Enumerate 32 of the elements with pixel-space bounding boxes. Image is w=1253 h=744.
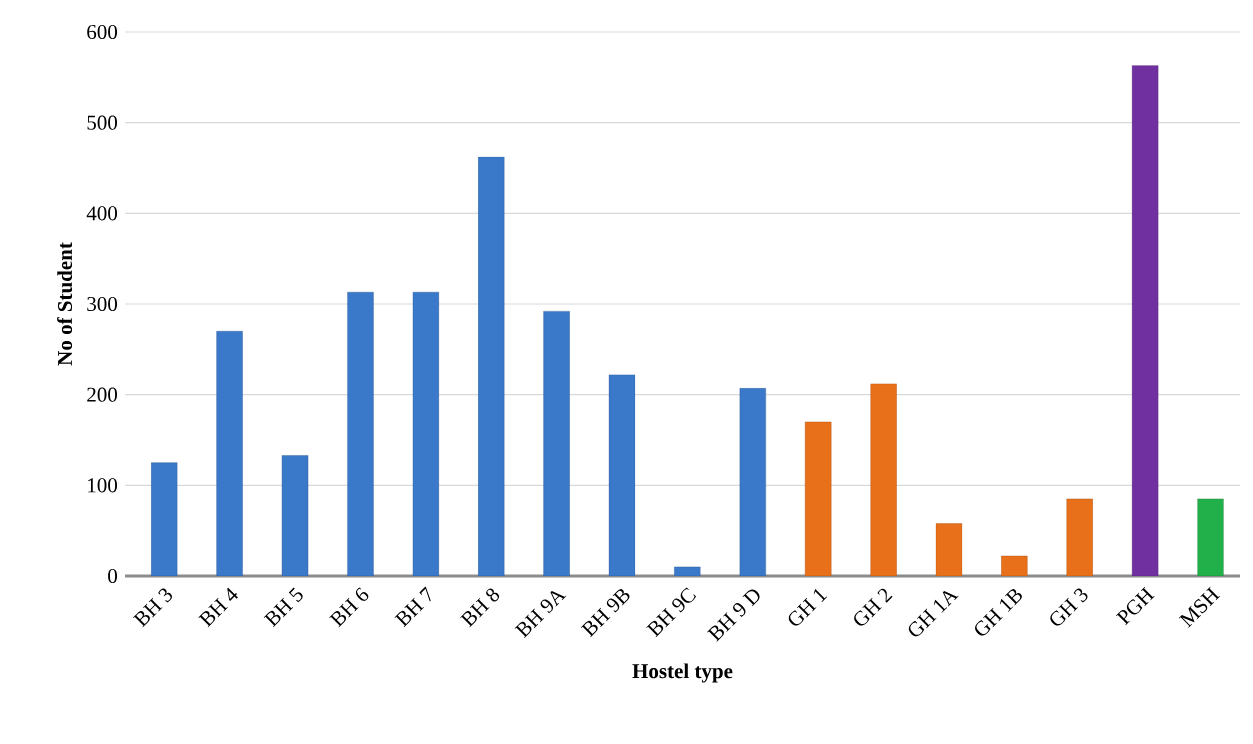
- x-tick-label: BH 9 D: [707, 589, 760, 642]
- bar: [870, 383, 897, 576]
- y-axis-title: No of Student: [57, 242, 73, 366]
- x-tick-label: BH 9B: [580, 589, 630, 638]
- y-tick-label: 300: [87, 296, 118, 312]
- x-tick-label: BH 5: [263, 587, 303, 628]
- y-tick-label: 400: [86, 206, 118, 221]
- x-tick-label: GH 2: [854, 588, 893, 626]
- x-axis-title: Hostel type: [632, 663, 733, 683]
- x-tick-label: BH 9A: [514, 591, 567, 639]
- bar: [151, 462, 178, 576]
- bar: [608, 374, 636, 576]
- x-tick-label: BH 7: [394, 586, 431, 628]
- x-tick-label: BH 4: [198, 587, 238, 628]
- x-tick-label: GH 3: [1050, 588, 1088, 626]
- bar: [478, 156, 505, 576]
- x-tick-label: GH 1A: [908, 591, 959, 637]
- x-tick-label: GH 1: [788, 589, 828, 626]
- x-tick-label: BH 9C: [646, 587, 697, 638]
- y-tick-label: 500: [87, 115, 118, 130]
- y-tick-label: 600: [87, 24, 118, 40]
- y-tick-label: 100: [88, 478, 118, 493]
- bar: [935, 523, 963, 576]
- x-tick-label: BH 8: [460, 588, 500, 628]
- bar: [1001, 555, 1028, 576]
- x-tick-label: BH 3: [133, 588, 173, 628]
- bar: [674, 566, 701, 576]
- y-tick-label: 0: [108, 568, 118, 584]
- y-tick-label: 200: [87, 387, 118, 402]
- x-tick-label: BH 6: [329, 587, 369, 628]
- x-tick-label: GH 1B: [975, 589, 1022, 636]
- bar: [216, 330, 243, 576]
